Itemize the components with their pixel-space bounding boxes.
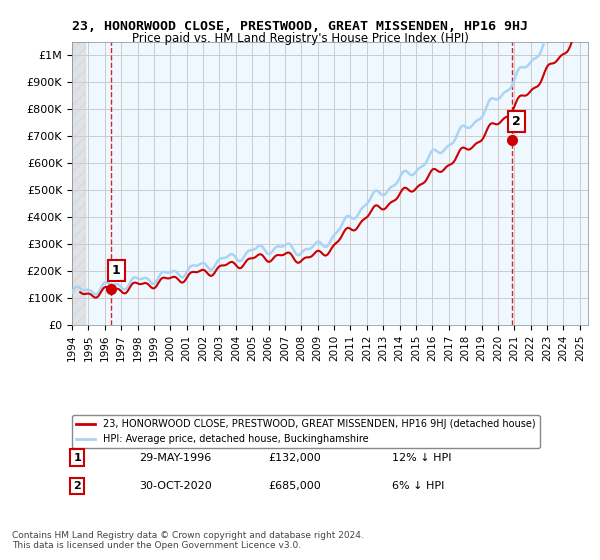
Legend: 23, HONORWOOD CLOSE, PRESTWOOD, GREAT MISSENDEN, HP16 9HJ (detached house), HPI:: 23, HONORWOOD CLOSE, PRESTWOOD, GREAT MI… bbox=[72, 416, 539, 448]
Text: £685,000: £685,000 bbox=[268, 481, 321, 491]
Text: Price paid vs. HM Land Registry's House Price Index (HPI): Price paid vs. HM Land Registry's House … bbox=[131, 32, 469, 45]
Bar bbox=[72, 42, 85, 325]
Text: 6% ↓ HPI: 6% ↓ HPI bbox=[392, 481, 444, 491]
Text: 1: 1 bbox=[73, 452, 81, 463]
Text: 29-MAY-1996: 29-MAY-1996 bbox=[139, 452, 211, 463]
Text: 30-OCT-2020: 30-OCT-2020 bbox=[139, 481, 212, 491]
Text: 1: 1 bbox=[112, 264, 121, 277]
Text: 23, HONORWOOD CLOSE, PRESTWOOD, GREAT MISSENDEN, HP16 9HJ: 23, HONORWOOD CLOSE, PRESTWOOD, GREAT MI… bbox=[72, 20, 528, 32]
Text: Contains HM Land Registry data © Crown copyright and database right 2024.
This d: Contains HM Land Registry data © Crown c… bbox=[12, 530, 364, 550]
Text: 2: 2 bbox=[73, 481, 81, 491]
Text: 2: 2 bbox=[512, 115, 521, 128]
Text: £132,000: £132,000 bbox=[268, 452, 321, 463]
Text: 12% ↓ HPI: 12% ↓ HPI bbox=[392, 452, 451, 463]
